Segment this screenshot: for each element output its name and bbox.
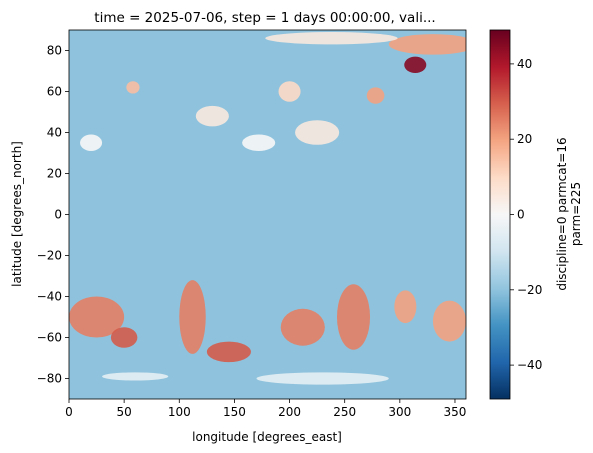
y-tick-label: 80 <box>47 44 62 58</box>
x-axis-ticks: 0 50 100 150 200 250 300 350 <box>65 399 466 419</box>
colorbar-tick-label: 0 <box>517 208 525 222</box>
heatmap-features <box>69 32 466 385</box>
heatmap-feature-12 <box>102 372 169 381</box>
chart-title: time = 2025-07-06, step = 1 days 00:00:0… <box>94 10 435 26</box>
heatmap-feature-13 <box>278 81 301 102</box>
x-tick-label: 0 <box>65 405 73 419</box>
colorbar-gradient <box>489 29 511 400</box>
colorbar-label-line1: discipline=0 parmcat=16 <box>555 137 569 290</box>
y-tick-label: −20 <box>37 249 62 263</box>
heatmap-feature-3 <box>69 296 125 338</box>
y-axis-label: latitude [degrees_north] <box>10 141 24 287</box>
heatmap-feature-1 <box>404 56 427 74</box>
heatmap-feature-5 <box>179 280 206 354</box>
heatmap-feature-0 <box>388 34 466 55</box>
x-tick-label: 150 <box>223 405 246 419</box>
y-tick-label: −60 <box>37 331 62 345</box>
heatmap-feature-17 <box>80 134 103 151</box>
y-axis-ticks: −80 −60 −40 −20 0 20 40 60 80 <box>37 44 69 386</box>
plot-area <box>68 29 467 400</box>
heatmap-feature-14 <box>195 105 229 127</box>
y-tick-label: 20 <box>47 167 62 181</box>
x-tick-label: 300 <box>388 405 411 419</box>
y-tick-label: −40 <box>37 290 62 304</box>
heatmap-feature-11 <box>256 372 389 385</box>
heatmap-feature-2 <box>265 32 398 45</box>
colorbar: −40 −20 0 20 40 discipline=0 parmcat=16 parm… <box>489 29 583 400</box>
heatmap-feature-18 <box>242 134 276 151</box>
colorbar-tick-label: −40 <box>517 358 542 372</box>
x-tick-label: 200 <box>278 405 301 419</box>
y-tick-label: 0 <box>54 208 62 222</box>
heatmap-feature-8 <box>336 284 371 350</box>
heatmap-feature-19 <box>295 120 340 145</box>
x-tick-label: 250 <box>333 405 356 419</box>
heatmap-feature-10 <box>432 300 466 342</box>
x-tick-label: 50 <box>116 405 131 419</box>
heatmap-feature-4 <box>110 327 138 348</box>
heatmap-feature-16 <box>366 87 385 104</box>
y-tick-label: 60 <box>47 85 62 99</box>
colorbar-tick-label: −20 <box>517 283 542 297</box>
colorbar-ticks: −40 −20 0 20 40 <box>510 57 542 372</box>
colorbar-tick-label: 20 <box>517 132 532 146</box>
heatmap-feature-6 <box>206 341 251 363</box>
heatmap-feature-15 <box>126 81 140 94</box>
colorbar-tick-label: 40 <box>517 57 532 71</box>
heatmap-feature-9 <box>394 290 417 324</box>
colorbar-label-line2: parm=225 <box>569 182 583 246</box>
x-tick-label: 350 <box>444 405 467 419</box>
y-tick-label: 40 <box>47 126 62 140</box>
y-tick-label: −80 <box>37 372 62 386</box>
x-tick-label: 100 <box>168 405 191 419</box>
x-axis-label: longitude [degrees_east] <box>192 430 342 444</box>
heatmap-feature-7 <box>280 308 325 346</box>
